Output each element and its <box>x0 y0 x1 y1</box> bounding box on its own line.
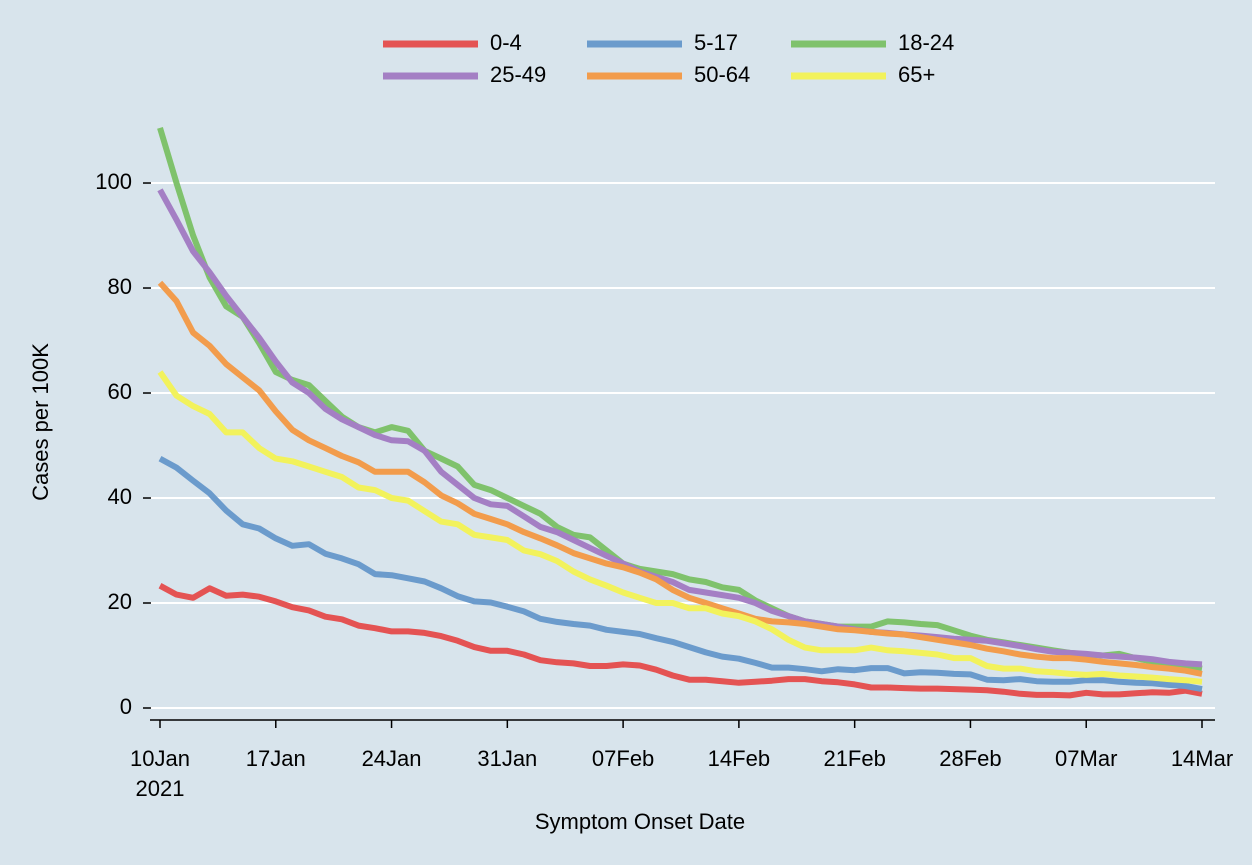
x-tick-label: 24Jan <box>361 746 422 771</box>
y-tick-label: 40 <box>108 484 132 509</box>
x-tick-label: 21Feb <box>823 746 886 771</box>
legend-label: 50-64 <box>694 62 750 87</box>
x-tick-label: 17Jan <box>245 746 306 771</box>
y-tick-label: 20 <box>108 589 132 614</box>
x-tick-label: 14Mar <box>1170 746 1234 771</box>
legend-label: 18-24 <box>898 30 954 55</box>
data-line <box>157 188 1203 668</box>
y-tick-label: 60 <box>108 379 132 404</box>
x-tick-label: 07Feb <box>591 746 655 771</box>
x-tick-label: 10Jan 2021 <box>130 746 190 801</box>
y-tick-label: 0 <box>120 694 132 719</box>
legend-label: 25-49 <box>490 62 546 87</box>
y-tick-label: 80 <box>108 274 132 299</box>
x-tick-label: 07Mar <box>1055 746 1118 771</box>
x-tick-label: 14Feb <box>707 746 771 771</box>
legend-label: 0-4 <box>490 30 522 55</box>
data-line <box>157 280 1203 677</box>
data-line <box>157 370 1203 685</box>
x-tick-label: 28Feb <box>939 746 1002 771</box>
data-line <box>158 455 1203 693</box>
legend-label: 65+ <box>898 62 935 87</box>
y-tick-label: 100 <box>95 169 132 194</box>
data-line <box>158 583 1203 699</box>
y-axis-title: Cases per 100K <box>28 343 53 501</box>
legend-label: 5-17 <box>694 30 738 55</box>
x-tick-label: 31Jan <box>477 746 538 771</box>
x-axis-title: Symptom Onset Date <box>535 809 745 834</box>
